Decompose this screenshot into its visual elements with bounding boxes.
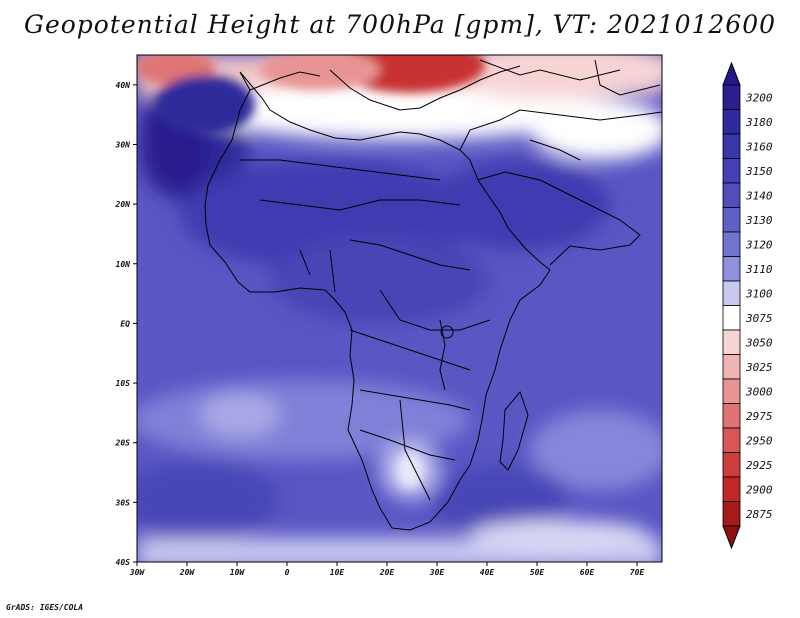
lon-tick-label: 30E: [429, 568, 445, 577]
colorbar-label: 3100: [745, 287, 773, 300]
colorbar-segment: [722, 427, 741, 453]
colorbar-segment: [722, 378, 741, 404]
lat-tick-label: 20N: [115, 200, 131, 209]
map-title: Geopotential Height at 700hPa [gpm], VT:…: [23, 10, 777, 39]
colorbar-segment: [722, 354, 741, 380]
colorbar-label: 3140: [745, 189, 773, 202]
colorbar-label: 3110: [745, 263, 773, 276]
lon-tick-label: 50E: [530, 568, 545, 577]
colorbar-segment: [722, 231, 741, 257]
colorbar-label: 3120: [745, 238, 773, 251]
lon-tick-label: 20W: [179, 568, 196, 577]
colorbar-label: 3130: [745, 214, 773, 227]
colorbar-segment: [722, 256, 741, 282]
lon-tick-label: 10W: [230, 568, 246, 577]
lon-tick-label: 10E: [330, 568, 345, 577]
colorbar-segment: [722, 158, 741, 184]
colorbar-label: 3000: [745, 385, 773, 398]
colorbar-segment: [722, 305, 741, 331]
colorbar-segment: [722, 84, 741, 110]
colorbar-segment: [722, 207, 741, 233]
colorbar-label: 2875: [746, 508, 773, 521]
colorbar-label: 2975: [746, 410, 773, 423]
colorbar-label: 3050: [745, 336, 773, 349]
colorbar-max-arrow: [722, 61, 741, 86]
lat-tick-label: 30S: [115, 498, 131, 507]
colorbar-label: 3075: [745, 312, 773, 325]
lon-tick-label: 60E: [580, 568, 595, 577]
colorbar-segment: [722, 280, 741, 306]
colorbar-segment: [722, 109, 741, 135]
colorbar-segment: [722, 501, 741, 527]
lat-tick-label: 10S: [116, 379, 131, 388]
colorbar-segment: [722, 182, 741, 208]
plot-frame: [136, 54, 663, 563]
colorbar-segment: [722, 476, 741, 502]
colorbar-label: 2950: [746, 434, 773, 447]
lat-tick-label: 10N: [116, 260, 131, 269]
height-field: [137, 55, 662, 562]
colorbar-label: 3180: [745, 116, 773, 129]
colorbar-segment: [722, 133, 741, 159]
lat-tick-label: 40N: [116, 81, 131, 90]
colorbar-label: 3150: [745, 165, 773, 178]
colorbar-label: 2900: [746, 483, 773, 496]
colorbar-segment: [722, 452, 741, 478]
colorbar-segment: [722, 403, 741, 429]
lon-tick-label: 40E: [480, 568, 495, 577]
lat-tick-label: 20S: [115, 439, 131, 448]
colorbar-label: 2925: [746, 459, 773, 472]
colorbar-label: 3200: [745, 91, 773, 104]
colorbar-label: 3160: [745, 140, 773, 153]
lat-tick-label: 40S: [116, 558, 131, 567]
lon-tick-label: 30W: [129, 568, 146, 577]
colorbar-label: 3025: [745, 361, 773, 374]
colorbar-segment: [722, 329, 741, 355]
coastlines: [204, 59, 662, 531]
lat-tick-label: EQ: [120, 319, 130, 328]
lon-tick-label: 70E: [630, 568, 645, 577]
grads-credit: GrADS: IGES/COLA: [6, 603, 84, 612]
lon-tick-label: 0: [285, 568, 290, 577]
colorbar: 3200 3180 3160 3150 3140 3130 3120 3110 3100 3075…: [722, 61, 773, 550]
lat-tick-label: 30N: [115, 140, 131, 149]
colorbar-min-arrow: [722, 525, 741, 550]
lon-tick-label: 20E: [379, 568, 395, 577]
